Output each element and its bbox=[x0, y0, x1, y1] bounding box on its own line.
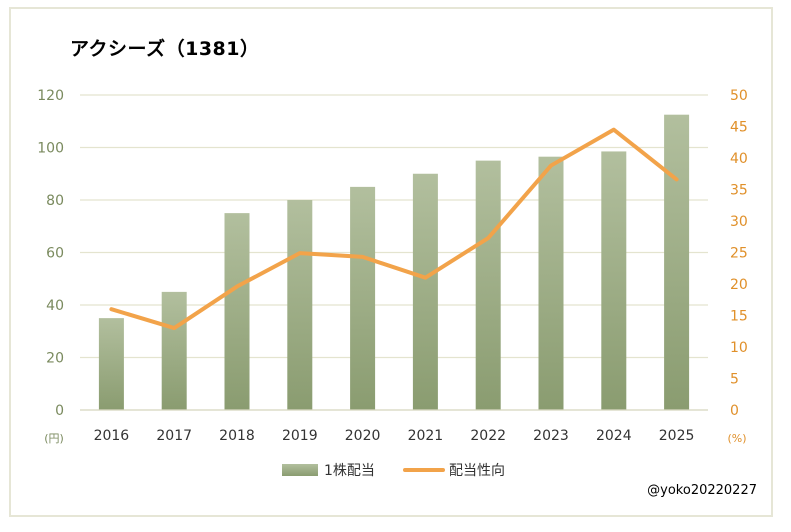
bar bbox=[475, 160, 501, 410]
y-right-tick-label: 0 bbox=[730, 403, 739, 419]
legend-line-label: 配当性向 bbox=[449, 463, 505, 479]
bar bbox=[161, 291, 187, 410]
ratio-line bbox=[109, 127, 679, 331]
bar bbox=[538, 156, 564, 410]
x-tick-label: 2022 bbox=[470, 428, 506, 444]
y-left-tick-label: 120 bbox=[37, 88, 64, 104]
bar bbox=[98, 318, 124, 410]
bar bbox=[350, 186, 376, 410]
y-left-unit: (円) bbox=[44, 432, 64, 445]
x-tick-label: 2025 bbox=[659, 428, 695, 444]
y-right-unit: (%) bbox=[727, 432, 746, 445]
y-right-tick-label: 5 bbox=[730, 372, 739, 388]
y-right-tick-label: 30 bbox=[730, 214, 748, 230]
legend-bar-label: 1株配当 bbox=[324, 463, 375, 479]
y-right-tick-label: 45 bbox=[730, 120, 748, 136]
x-tick-label: 2023 bbox=[533, 428, 569, 444]
y-right-tick-label: 35 bbox=[730, 183, 748, 199]
y-left-tick-label: 80 bbox=[46, 193, 64, 209]
y-right-tick-label: 40 bbox=[730, 151, 748, 167]
y-right-tick-label: 25 bbox=[730, 246, 748, 262]
watermark-text: @yoko20220227 bbox=[647, 483, 757, 498]
y-right-tick-label: 15 bbox=[730, 309, 748, 325]
bar bbox=[664, 114, 690, 410]
y-left-tick-label: 100 bbox=[37, 141, 64, 157]
bar bbox=[601, 151, 627, 410]
y-left-tick-label: 20 bbox=[46, 351, 64, 367]
y-left-tick-label: 40 bbox=[46, 298, 64, 314]
x-tick-label: 2017 bbox=[156, 428, 192, 444]
x-tick-label: 2021 bbox=[408, 428, 444, 444]
x-tick-label: 2020 bbox=[345, 428, 381, 444]
y-left-tick-label: 0 bbox=[55, 403, 64, 419]
x-tick-label: 2016 bbox=[94, 428, 130, 444]
y-left-tick-label: 60 bbox=[46, 246, 64, 262]
x-tick-label: 2019 bbox=[282, 428, 318, 444]
x-tick-label: 2024 bbox=[596, 428, 632, 444]
bar bbox=[287, 200, 313, 410]
chart-title: アクシーズ（1381） bbox=[70, 38, 260, 60]
bar bbox=[224, 213, 250, 410]
bar bbox=[412, 173, 438, 410]
chart-frame bbox=[9, 7, 773, 517]
y-right-tick-label: 10 bbox=[730, 340, 748, 356]
y-right-tick-label: 20 bbox=[730, 277, 748, 293]
legend-bar-swatch bbox=[282, 464, 318, 476]
x-tick-label: 2018 bbox=[219, 428, 255, 444]
y-right-tick-label: 50 bbox=[730, 88, 748, 104]
